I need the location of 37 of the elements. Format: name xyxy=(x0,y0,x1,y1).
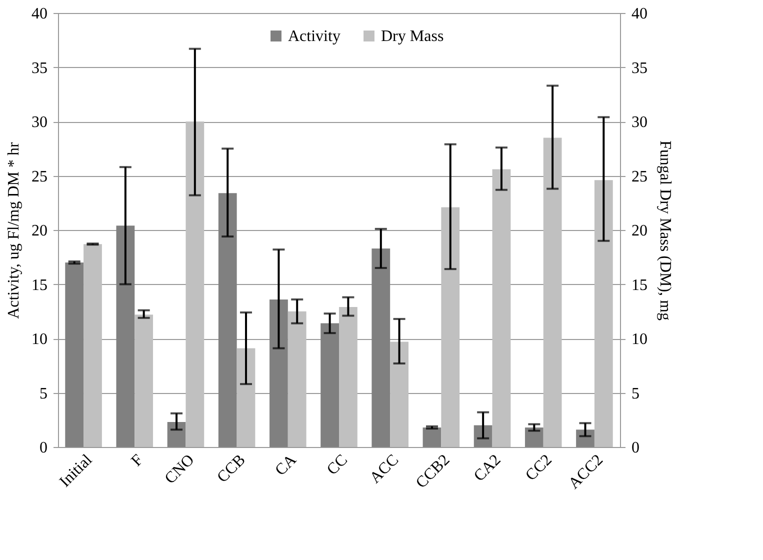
y2-tick-label: 20 xyxy=(632,222,648,240)
y2-tick-label: 10 xyxy=(632,331,648,348)
y2-tick-label: 15 xyxy=(632,276,648,294)
y-tick-label: 0 xyxy=(40,440,48,456)
bar xyxy=(492,169,511,447)
y2-tick-label: 40 xyxy=(632,6,648,22)
x-tick-label: CA2 xyxy=(470,452,504,485)
y-tick-label: 5 xyxy=(40,385,48,402)
y2-tick-label: 35 xyxy=(632,60,648,77)
legend-label: Activity xyxy=(288,28,340,45)
y-tick-label: 10 xyxy=(32,331,48,348)
y-axis-title: Activity, ug Fl/mg DM * hr xyxy=(6,141,22,319)
y-tick-label: 25 xyxy=(32,168,48,186)
y2-axis-title: Fungal Dry Mass (DM), mg xyxy=(656,140,674,320)
bar xyxy=(524,427,544,447)
bar xyxy=(167,422,186,447)
x-tick-label: CC xyxy=(324,452,352,479)
bar xyxy=(218,193,237,447)
y-tick-label: 20 xyxy=(32,222,48,240)
y2-tick-label: 5 xyxy=(632,385,640,402)
bar xyxy=(594,180,613,447)
y2-tick-label: 30 xyxy=(632,114,648,131)
bar xyxy=(186,122,204,447)
y-tick-label: 15 xyxy=(32,276,48,294)
y-tick-label: 35 xyxy=(32,60,48,77)
x-tick-label: F xyxy=(128,451,147,470)
bar xyxy=(441,207,460,447)
x-tick-label: CA xyxy=(272,451,300,480)
x-tick-label: CCB xyxy=(214,452,249,486)
bar xyxy=(543,138,562,447)
y2-tick-label: 25 xyxy=(632,168,648,186)
x-tick-label: CC2 xyxy=(522,452,556,484)
y-tick-label: 40 xyxy=(32,6,48,22)
y-tick-label: 30 xyxy=(32,114,48,131)
legend-label: Dry Mass xyxy=(381,28,444,45)
x-tick-label: CNO xyxy=(162,452,198,488)
y2-tick-label: 0 xyxy=(632,440,640,456)
